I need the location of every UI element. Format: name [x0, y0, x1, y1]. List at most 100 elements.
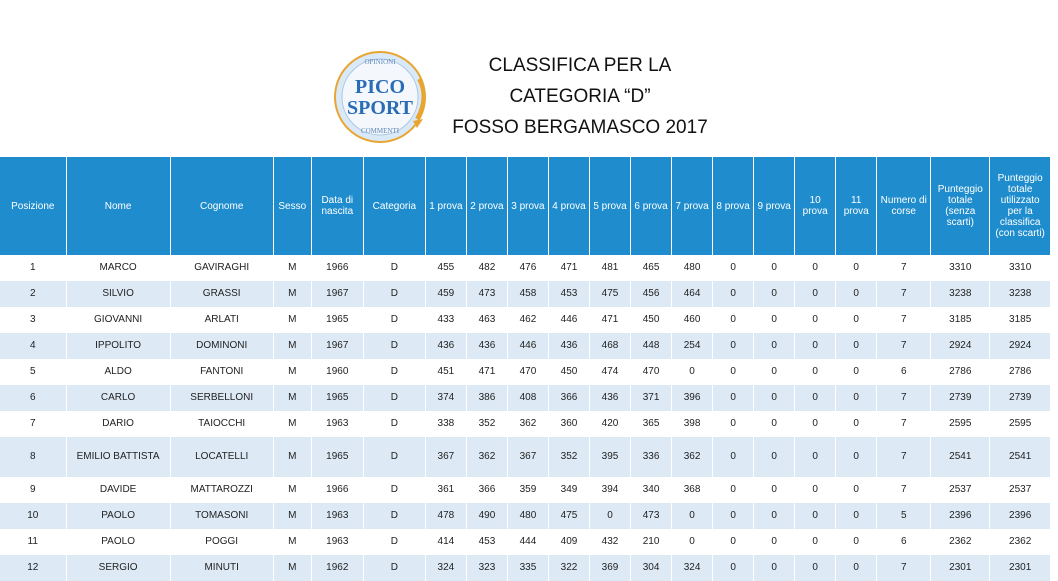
table-cell: 0	[835, 477, 877, 503]
column-header: 4 prova	[547, 157, 590, 255]
table-cell: 1965	[310, 385, 364, 411]
table-cell: 473	[630, 503, 672, 529]
table-cell: 9	[0, 477, 67, 503]
table-cell: 338	[424, 411, 467, 437]
title-line-1: CLASSIFICA PER LA	[488, 55, 672, 76]
table-cell: 458	[506, 281, 549, 307]
table-cell: 0	[794, 385, 836, 411]
table-cell: 409	[547, 529, 590, 555]
table-cell: 335	[506, 555, 549, 581]
table-cell: 480	[506, 503, 549, 529]
page-title: CLASSIFICA PER LA CATEGORIA “D” FOSSO BE…	[430, 50, 730, 143]
table-cell: 1960	[310, 359, 364, 385]
table-cell: 0	[835, 281, 877, 307]
table-cell: 475	[588, 281, 631, 307]
table-cell: 474	[588, 359, 631, 385]
table-row: 3 GIOVANNI ARLATI M 1965 D 433 463 462 446 471 450 4…	[0, 307, 1050, 333]
table-cell: 2301	[989, 555, 1050, 581]
table-cell: 1963	[310, 411, 364, 437]
table-cell: GRASSI	[169, 281, 274, 307]
column-header: 9 prova	[753, 157, 795, 255]
table-cell: 0	[794, 529, 836, 555]
table-cell: 386	[465, 385, 508, 411]
table-cell: 2786	[989, 359, 1050, 385]
column-header: 5 prova	[588, 157, 631, 255]
table-cell: 210	[630, 529, 672, 555]
table-cell: MARCO	[65, 255, 171, 281]
table-cell: 0	[712, 385, 754, 411]
table-row: 4 IPPOLITO DOMINONI M 1967 D 436 436 446 436 468 44…	[0, 333, 1050, 359]
table-cell: 2739	[930, 385, 990, 411]
table-cell: 0	[835, 503, 877, 529]
column-header: 3 prova	[506, 157, 549, 255]
table-cell: 2537	[930, 477, 990, 503]
table-cell: 3238	[989, 281, 1050, 307]
table-cell: 481	[588, 255, 631, 281]
table-cell: 374	[424, 385, 467, 411]
table-cell: 432	[588, 529, 631, 555]
table-cell: M	[272, 529, 312, 555]
column-header: Punteggio totale utilizzato per la class…	[989, 157, 1050, 255]
table-cell: D	[362, 503, 426, 529]
table-cell: D	[362, 385, 426, 411]
table-cell: PAOLO	[65, 503, 171, 529]
table-cell: 0	[753, 333, 795, 359]
table-cell: 1965	[310, 307, 364, 333]
table-row: 10 PAOLO TOMASONI M 1963 D 478 490 480 475 0 473 0 0 0…	[0, 503, 1050, 529]
table-row: 8 EMILIO BATTISTA LOCATELLI M 1965 D 367 362 367…	[0, 437, 1050, 477]
table-cell: 4	[0, 333, 67, 359]
table-cell: 0	[794, 477, 836, 503]
table-cell: 0	[671, 359, 713, 385]
table-cell: 453	[547, 281, 590, 307]
table-cell: 480	[671, 255, 713, 281]
table-cell: 453	[465, 529, 508, 555]
table-cell: MINUTI	[169, 555, 274, 581]
table-cell: 465	[630, 255, 672, 281]
table-cell: 0	[794, 333, 836, 359]
table-cell: M	[272, 359, 312, 385]
table-cell: D	[362, 411, 426, 437]
table-cell: M	[272, 333, 312, 359]
table-cell: MATTAROZZI	[169, 477, 274, 503]
table-cell: 0	[712, 437, 754, 477]
table-cell: D	[362, 555, 426, 581]
table-cell: 471	[547, 255, 590, 281]
table-cell: 436	[588, 385, 631, 411]
table-cell: 8	[0, 437, 67, 477]
column-header: 7 prova	[671, 157, 713, 255]
table-row: 9 DAVIDE MATTAROZZI M 1966 D 361 366 359 349 394 34…	[0, 477, 1050, 503]
table-cell: 362	[671, 437, 713, 477]
table-cell: 0	[753, 359, 795, 385]
table-cell: 6	[876, 529, 931, 555]
table-cell: 0	[712, 255, 754, 281]
table-cell: 367	[424, 437, 467, 477]
table-cell: 0	[712, 529, 754, 555]
table-cell: 12	[0, 555, 67, 581]
table-cell: DARIO	[65, 411, 171, 437]
column-header: Numero di corse	[876, 157, 931, 255]
table-cell: 0	[588, 503, 631, 529]
table-cell: GAVIRAGHI	[169, 255, 274, 281]
table-cell: 0	[835, 333, 877, 359]
ranking-table: Posizione Nome Cognome Sesso Data di nascita…	[0, 157, 1050, 581]
table-cell: 0	[753, 411, 795, 437]
table-cell: 2541	[989, 437, 1050, 477]
table-cell: 340	[630, 477, 672, 503]
table-cell: 0	[753, 503, 795, 529]
table-cell: 365	[630, 411, 672, 437]
column-header: Posizione	[0, 157, 67, 255]
table-cell: 0	[712, 307, 754, 333]
table-cell: 490	[465, 503, 508, 529]
table-cell: 0	[835, 555, 877, 581]
table-cell: 2924	[930, 333, 990, 359]
table-cell: 436	[547, 333, 590, 359]
table-cell: 1965	[310, 437, 364, 477]
table-cell: 462	[506, 307, 549, 333]
column-header: Cognome	[169, 157, 274, 255]
table-cell: 6	[876, 359, 931, 385]
table-cell: 470	[506, 359, 549, 385]
table-cell: 0	[753, 281, 795, 307]
table-cell: 448	[630, 333, 672, 359]
table-cell: 446	[547, 307, 590, 333]
table-cell: 2362	[930, 529, 990, 555]
